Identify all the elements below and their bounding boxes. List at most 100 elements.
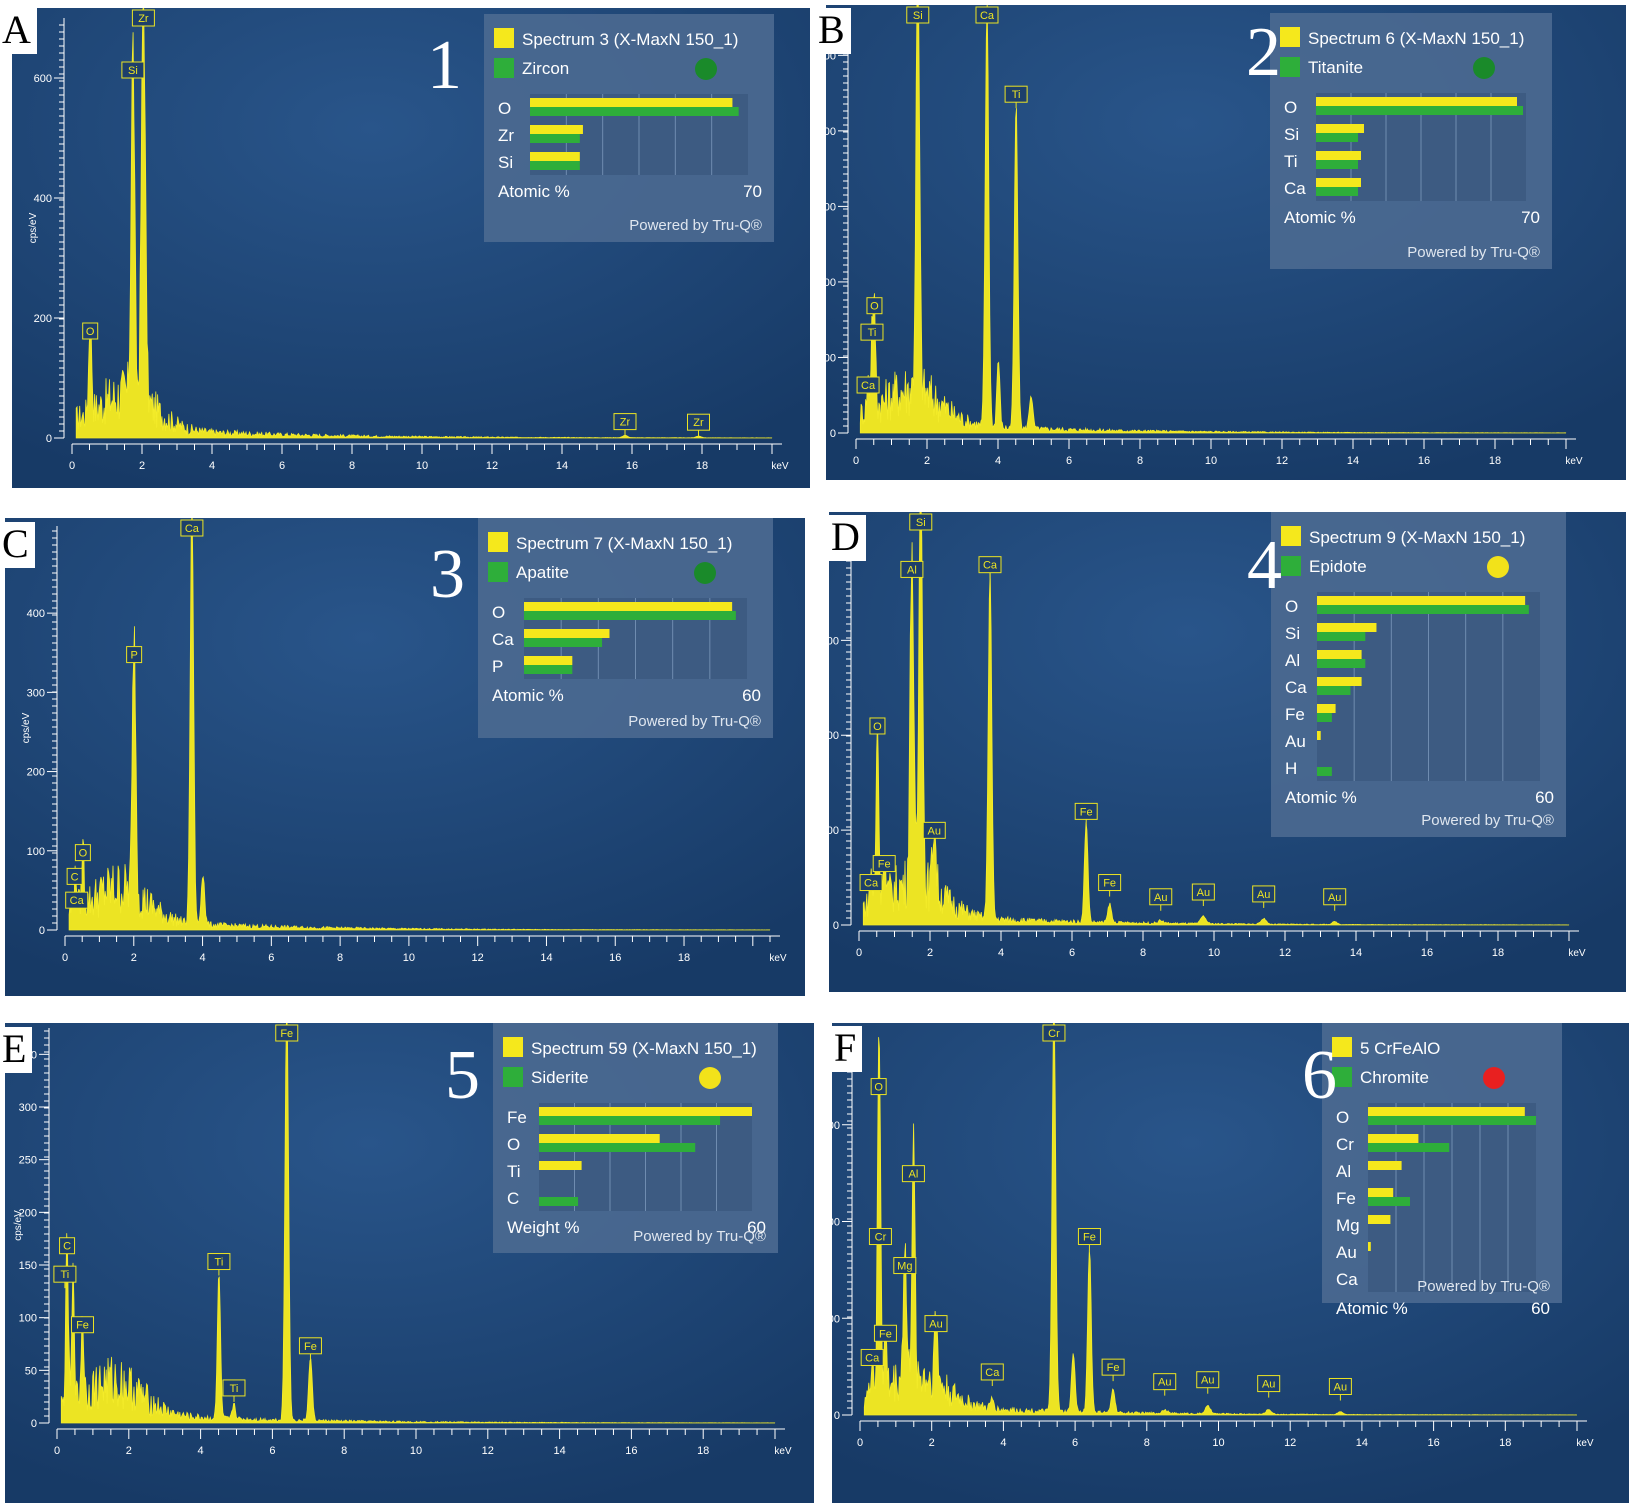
- legend-mineral-swatch: [1281, 556, 1301, 576]
- measured-bar: [1317, 677, 1362, 686]
- peak-label: Fe: [1077, 1228, 1101, 1251]
- peak-label-text: Fe: [1107, 1362, 1120, 1374]
- measured-bar: [539, 1134, 660, 1143]
- element-label: Cr: [1336, 1135, 1354, 1154]
- legend-footer: Powered by Tru-Q®: [1407, 244, 1540, 261]
- x-tick-label: 0: [54, 1445, 60, 1457]
- element-label: O: [498, 99, 511, 118]
- x-axis-label: keV: [769, 953, 787, 964]
- x-tick-label: 10: [1212, 1437, 1224, 1449]
- peak-label: Au: [922, 821, 946, 845]
- x-tick-label: 18: [696, 460, 708, 472]
- measured-bar: [1317, 623, 1377, 632]
- peak-label-text: Si: [916, 517, 926, 529]
- peak-label-text: O: [79, 848, 88, 860]
- legend-panel: Spectrum 3 (X-MaxN 150_1) Zircon O Zr Si Atom…: [484, 14, 774, 242]
- element-label: O: [1285, 597, 1298, 616]
- peak-label: Ca: [975, 6, 999, 29]
- peak-label-box: [1196, 1371, 1220, 1389]
- x-tick-label: 4: [995, 455, 1001, 467]
- peak-label-text: Fe: [76, 1320, 89, 1332]
- legend-spectrum-swatch: [1332, 1037, 1352, 1057]
- x-axis-label: keV: [771, 461, 789, 472]
- y-axis-label: cps/eV: [13, 1210, 24, 1241]
- x-tick-label: 2: [139, 460, 145, 472]
- peak-label-text: Cr: [1048, 1028, 1060, 1040]
- panel-letter: D: [829, 515, 866, 561]
- reference-bar: [1317, 632, 1366, 641]
- peak-label-text: O: [874, 1082, 883, 1094]
- peak-label-box: [900, 560, 924, 578]
- spectrum-trace: [60, 1023, 776, 1424]
- element-label: Zr: [498, 126, 514, 145]
- x-tick-label: 0: [856, 947, 862, 959]
- peak-label-text: Zr: [693, 417, 704, 429]
- legend-panel: Spectrum 59 (X-MaxN 150_1) Siderite Fe O Ti C…: [493, 1023, 778, 1253]
- peak-label-text: Ti: [230, 1383, 239, 1395]
- peak-label-text: Au: [1328, 892, 1341, 904]
- x-tick-label: 18: [1499, 1437, 1511, 1449]
- y-tick-label: 0: [46, 433, 52, 445]
- peak-label: Ca: [856, 376, 880, 400]
- x-tick-label: 4: [209, 460, 215, 472]
- panel-number: 1: [427, 27, 462, 104]
- measured-bar: [1368, 1134, 1419, 1143]
- peak-label: Cr: [1042, 1024, 1066, 1047]
- y-tick-label: 300: [832, 1120, 840, 1132]
- legend-footer: Powered by Tru-Q®: [1421, 812, 1554, 829]
- reference-bar: [530, 134, 580, 143]
- y-tick-label: 400: [27, 608, 45, 620]
- peak-label: Fe: [1101, 1358, 1125, 1382]
- peak-label-box: [980, 1363, 1004, 1381]
- legend-axis-max: 60: [1531, 1299, 1550, 1318]
- peak-label: Au: [924, 1315, 948, 1338]
- peak-label: Ca: [980, 1363, 1004, 1386]
- x-tick-label: 14: [1356, 1437, 1368, 1449]
- peak-label: Mg: [893, 1257, 917, 1280]
- x-tick-label: 8: [1144, 1437, 1150, 1449]
- y-tick-label: 300: [27, 687, 45, 699]
- x-tick-label: 12: [1279, 947, 1291, 959]
- y-tick-label: 200: [829, 730, 839, 742]
- measured-bar: [1316, 178, 1361, 187]
- measured-bar: [1317, 650, 1362, 659]
- x-tick-label: 10: [416, 460, 428, 472]
- legend-axis-label: Atomic %: [498, 182, 570, 201]
- legend-axis-label: Atomic %: [1284, 208, 1356, 227]
- measured-bar: [1368, 1215, 1391, 1224]
- y-axis-label: cps/eV: [28, 212, 39, 243]
- peak-label-text: C: [63, 1241, 71, 1253]
- panel-number: 4: [1247, 527, 1282, 604]
- x-tick-label: 16: [1421, 947, 1433, 959]
- element-label: Ti: [507, 1162, 521, 1181]
- peak-label: Si: [909, 513, 933, 536]
- measured-bar: [1368, 1107, 1525, 1116]
- y-tick-label: 600: [34, 73, 52, 85]
- peak-label-text: Zr: [620, 417, 631, 429]
- x-axis-label: keV: [1576, 1438, 1594, 1449]
- legend-axis-label: Atomic %: [1336, 1299, 1408, 1318]
- peak-label: Fe: [1074, 802, 1098, 826]
- x-tick-label: 6: [1072, 1437, 1078, 1449]
- legend-mineral-swatch: [494, 58, 514, 78]
- peak-label: C: [66, 867, 83, 891]
- reference-bar: [1368, 1116, 1536, 1125]
- panel-letter: F: [832, 1026, 863, 1072]
- reference-bar: [539, 1197, 579, 1206]
- spectrum-chart-e: 050100150200250300350cps/eV0246810121416…: [5, 1023, 814, 1503]
- x-tick-label: 6: [1069, 947, 1075, 959]
- peak-label-text: Ca: [985, 1367, 1000, 1379]
- peak-label: O: [870, 1078, 887, 1101]
- x-tick-label: 6: [269, 1445, 275, 1457]
- legend-spectrum-name: 5 CrFeAlO: [1360, 1039, 1440, 1058]
- y-tick-label: 50: [25, 1365, 37, 1377]
- legend-spectrum-name: Spectrum 3 (X-MaxN 150_1): [522, 30, 738, 49]
- panel-letter: C: [0, 522, 35, 568]
- peak-label-text: Fe: [879, 1328, 892, 1340]
- peak-label: Si: [906, 6, 930, 29]
- peak-label-box: [1074, 802, 1098, 820]
- peak-label-text: Fe: [1080, 806, 1093, 818]
- spectrum-chart-a: 0 200 400 600 cps/eV 0 2 4 6 8 10 12 14 16 18 keV O Si Zr Z…: [12, 8, 810, 488]
- element-label: Ti: [1284, 152, 1298, 171]
